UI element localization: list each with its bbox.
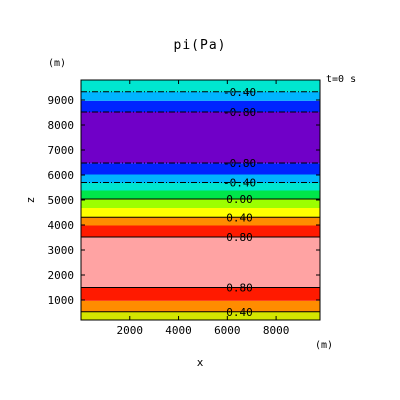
color-bands xyxy=(81,80,320,320)
x-tick-label-8000: 8000 xyxy=(263,324,290,337)
axis-ticks: 2000 4000 6000 8000 1000 2000 3000 4000 5000 6000… xyxy=(48,80,320,337)
color-band-6 xyxy=(81,208,320,218)
y-tick-label-1000: 1000 xyxy=(48,294,75,307)
color-band-12 xyxy=(81,112,320,164)
contour-label-7: 0.80 xyxy=(226,282,253,295)
color-band-2 xyxy=(81,287,320,301)
contour-label-5: 0.40 xyxy=(226,211,253,224)
color-band-10 xyxy=(81,174,320,183)
x-unit-label: (m) xyxy=(315,340,333,351)
contour-label-6: 0.80 xyxy=(226,231,253,244)
color-band-13 xyxy=(81,100,320,112)
y-tick-label-9000: 9000 xyxy=(48,94,75,107)
y-unit-label: (m) xyxy=(48,58,66,69)
y-tick-label-6000: 6000 xyxy=(48,169,75,182)
contour-lines: -0.40 -0.80 -0.80 -0.40 0.00 0.40 0.80 0.80 0.40 xyxy=(81,86,320,319)
y-tick-label-8000: 8000 xyxy=(48,119,75,132)
y-tick-label-2000: 2000 xyxy=(48,269,75,282)
x-tick-label-6000: 6000 xyxy=(214,324,241,337)
contour-label-0: -0.40 xyxy=(223,86,256,99)
color-band-0 xyxy=(81,311,320,320)
chart-title: pi(Pa) xyxy=(174,38,227,53)
color-band-9 xyxy=(81,183,320,191)
color-band-1 xyxy=(81,300,320,312)
y-tick-label-7000: 7000 xyxy=(48,144,75,157)
y-tick-label-5000: 5000 xyxy=(48,194,75,207)
color-band-4 xyxy=(81,225,320,237)
x-axis-label: x xyxy=(197,356,204,369)
color-band-5 xyxy=(81,217,320,226)
contour-label-2: -0.80 xyxy=(223,157,256,170)
y-axis-label: z xyxy=(24,197,37,204)
y-tick-label-4000: 4000 xyxy=(48,219,75,232)
time-label: t=0 s xyxy=(326,74,356,85)
color-band-7 xyxy=(81,199,320,208)
color-band-8 xyxy=(81,190,320,200)
contour-label-3: -0.40 xyxy=(223,177,256,190)
y-tick-label-3000: 3000 xyxy=(48,244,75,257)
contour-label-4: 0.00 xyxy=(226,193,253,206)
contour-label-8: 0.40 xyxy=(226,306,253,319)
x-tick-label-4000: 4000 xyxy=(165,324,192,337)
color-band-11 xyxy=(81,163,320,175)
color-band-14 xyxy=(81,92,320,101)
color-band-3 xyxy=(81,237,320,288)
color-band-15 xyxy=(81,80,320,92)
x-tick-label-2000: 2000 xyxy=(117,324,144,337)
contour-label-1: -0.80 xyxy=(223,106,256,119)
